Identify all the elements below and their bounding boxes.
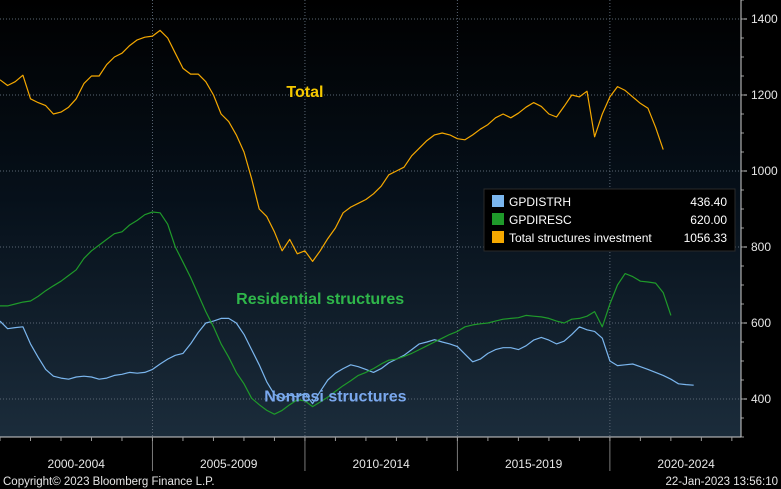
- annotations: Total Residential structures Nonresi struc…: [236, 84, 407, 406]
- y-axis: 400 600 800 1000 1200 1400: [740, 0, 778, 438]
- ytick-label-0: 400: [751, 392, 771, 406]
- annotation-2: Nonresi structures: [264, 389, 406, 406]
- legend-value-2: 1056.33: [684, 231, 728, 245]
- xtick-label-3: 2015-2019: [505, 457, 563, 471]
- annotation-0: Total: [286, 84, 323, 101]
- xtick-label-1: 2005-2009: [200, 457, 258, 471]
- legend-label-2: Total structures investment: [509, 231, 652, 245]
- series-line-gpdistrh: [0, 317, 694, 405]
- legend-box: [483, 188, 736, 252]
- series-line-total-structures-investment: [0, 29, 664, 262]
- footer-copyright: Copyright© 2023 Bloomberg Finance L.P.: [3, 476, 215, 488]
- legend-swatch-0: [492, 195, 504, 207]
- series-line-gpdiresc: [0, 211, 672, 415]
- xtick-label-2: 2010-2014: [352, 457, 410, 471]
- legend: GPDISTRH 436.40 GPDIRESC 620.00 Total struct…: [483, 188, 736, 252]
- x-axis: 2000-2004 2005-2009 2010-2014 2015-2019 2020…: [0, 436, 741, 471]
- legend-swatch-1: [492, 213, 504, 225]
- series-lines: [0, 29, 694, 415]
- xtick-label-4: 2020-2024: [657, 457, 715, 471]
- annotation-1: Residential structures: [236, 291, 404, 308]
- ytick-label-1: 600: [751, 316, 771, 330]
- axis-background: [741, 0, 781, 437]
- xtick-label-0: 2000-2004: [48, 457, 106, 471]
- ytick-label-2: 800: [751, 240, 771, 254]
- gridlines: [0, 0, 741, 437]
- ytick-label-4: 1200: [751, 88, 778, 102]
- legend-label-1: GPDIRESC: [509, 213, 572, 227]
- ytick-label-5: 1400: [751, 12, 778, 26]
- legend-swatch-2: [492, 231, 504, 243]
- xaxis-background: [0, 437, 781, 489]
- legend-value-1: 620.00: [690, 213, 727, 227]
- footer-timestamp: 22-Jan-2023 13:56:10: [665, 476, 778, 488]
- ytick-label-3: 1000: [751, 164, 778, 178]
- legend-label-0: GPDISTRH: [509, 195, 571, 209]
- legend-value-0: 436.40: [690, 195, 727, 209]
